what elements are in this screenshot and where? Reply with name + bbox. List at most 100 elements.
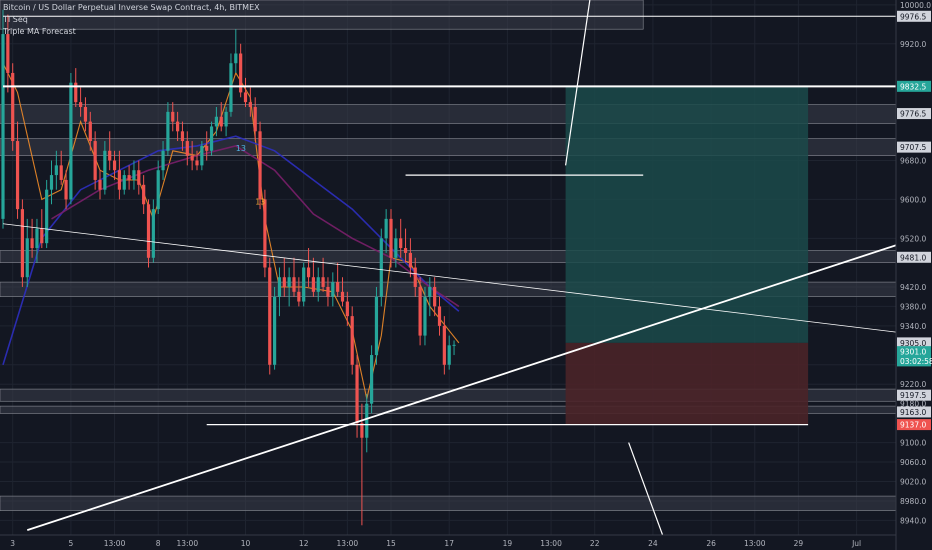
- candle-body: [88, 121, 92, 142]
- candle: [214, 107, 218, 137]
- price-label-box: [897, 251, 931, 263]
- price-label: 8980.0: [900, 497, 926, 506]
- candle-body: [49, 175, 54, 190]
- candle: [11, 63, 15, 151]
- candle-body: [93, 141, 97, 180]
- candle-body: [437, 306, 442, 326]
- price-label-text: 9380.0: [900, 302, 926, 311]
- price-label: 9220.0: [900, 380, 926, 389]
- candle-body: [340, 291, 345, 302]
- candle-body: [185, 141, 189, 156]
- candle-body: [399, 238, 403, 249]
- candle: [282, 257, 286, 297]
- candle: [112, 150, 117, 180]
- candle-body: [418, 286, 422, 336]
- price-label: 9301.0: [897, 346, 931, 358]
- candle-body: [6, 34, 10, 73]
- candle-body: [224, 111, 228, 127]
- candle: [93, 131, 97, 190]
- candle-body: [142, 184, 146, 205]
- candle-body: [452, 344, 456, 346]
- time-tick-label: 10: [241, 539, 251, 548]
- candle: [122, 170, 126, 195]
- candle: [161, 141, 165, 180]
- price-label-text: 8940.0: [900, 516, 926, 525]
- candle: [137, 160, 141, 195]
- candle-body: [413, 267, 417, 287]
- time-tick-label: 17: [444, 539, 454, 548]
- candle: [156, 160, 160, 214]
- candle-body: [190, 155, 194, 161]
- candle-body: [355, 364, 359, 424]
- candle: [180, 121, 185, 151]
- candle-body: [103, 150, 107, 190]
- candle-body: [306, 267, 311, 278]
- candle-body: [171, 111, 175, 122]
- price-label-box: [897, 337, 931, 349]
- price-label-box: [897, 108, 931, 120]
- indicator-ti-seq[interactable]: TI Seq: [3, 15, 28, 24]
- price-label-text: 9180.0: [900, 400, 926, 409]
- price-label: 9197.5: [897, 389, 931, 401]
- price-label-text: 9301.0: [900, 348, 926, 357]
- candle: [253, 97, 257, 142]
- candle-body: [74, 82, 78, 103]
- candle-body: [403, 248, 408, 253]
- candle: [59, 150, 63, 185]
- candle-body: [112, 160, 117, 171]
- price-label: 9340.0: [900, 322, 926, 331]
- candle-body: [229, 63, 233, 112]
- candle-body: [209, 126, 214, 151]
- candle: [316, 267, 320, 302]
- price-label: 10000.0: [900, 1, 931, 10]
- price-label: 9420.0: [900, 283, 926, 292]
- price-label-text: 9340.0: [900, 322, 926, 331]
- candle-body: [239, 53, 243, 93]
- candle: [365, 393, 369, 453]
- candle: [171, 102, 175, 132]
- price-label-text: 9220.0: [900, 380, 926, 389]
- candle-body: [1, 34, 5, 219]
- candle: [350, 306, 354, 375]
- candle: [287, 267, 291, 307]
- price-label-text: 9163.0: [900, 408, 926, 417]
- time-tick-label: 13:00: [104, 539, 126, 548]
- candle: [452, 340, 456, 356]
- time-tick-label: 24: [648, 539, 658, 548]
- price-label-box: [897, 355, 931, 367]
- price-label: 9180.0: [900, 400, 926, 409]
- candle: [374, 286, 379, 365]
- candle: [219, 102, 223, 132]
- candle-body: [25, 238, 29, 278]
- candle: [49, 160, 54, 205]
- candle-body: [442, 325, 446, 365]
- price-label-box: [897, 389, 931, 401]
- price-label-text: 9776.5: [900, 110, 926, 119]
- price-label: 8940.0: [900, 516, 926, 525]
- candle: [248, 87, 252, 117]
- price-label-text: 9197.5: [900, 391, 926, 400]
- price-label: 9380.0: [900, 302, 926, 311]
- candle-body: [408, 252, 412, 268]
- candle: [74, 68, 78, 107]
- candle-body: [20, 209, 24, 278]
- candle: [433, 277, 437, 317]
- price-label: 9832.5: [897, 80, 931, 92]
- candle: [258, 121, 262, 210]
- sequence-annotation: 13: [255, 197, 265, 206]
- candle: [229, 53, 233, 117]
- candle: [151, 199, 155, 263]
- price-label-text: 9420.0: [900, 283, 926, 292]
- candle-body: [214, 116, 218, 127]
- candle: [142, 175, 146, 214]
- price-label-box: [897, 80, 931, 92]
- price-label-text: 9680.0: [900, 157, 926, 166]
- candle-body: [11, 72, 15, 142]
- candle-body: [336, 282, 340, 292]
- candle-body: [292, 277, 296, 292]
- candle: [331, 272, 335, 307]
- candle: [408, 238, 412, 278]
- indicator-triple-ma[interactable]: Triple MA Forecast: [3, 27, 76, 36]
- candle-body: [273, 296, 277, 365]
